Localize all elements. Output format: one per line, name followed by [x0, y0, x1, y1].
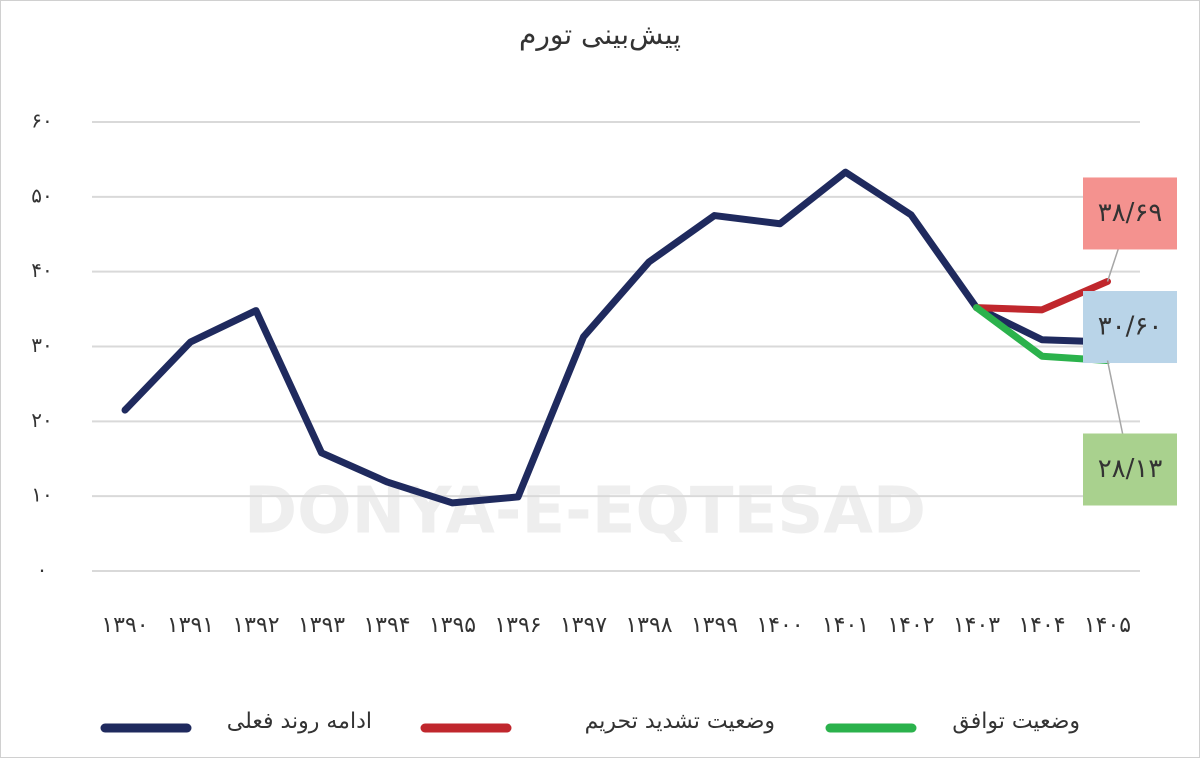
legend-label: ادامه روند فعلی — [227, 709, 372, 734]
y-tick-label: ۴۰ — [31, 258, 52, 282]
x-tick-label: ۱۳۹۶ — [494, 613, 541, 638]
x-tick-label: ۱۳۹۵ — [429, 613, 476, 638]
watermark: DONYA-E-EQTESAD — [244, 475, 926, 549]
x-tick-label: ۱۳۹۳ — [298, 613, 345, 638]
legend-label: وضعیت توافق — [952, 709, 1080, 734]
y-tick-label: ۱۰ — [31, 483, 52, 507]
x-tick-label: ۱۳۹۴ — [363, 613, 410, 638]
data-label-box — [1083, 433, 1177, 506]
x-tick-label: ۱۴۰۰ — [756, 613, 803, 638]
series-line — [121, 168, 1111, 507]
x-tick-label: ۱۴۰۳ — [953, 613, 1000, 638]
y-tick-label: ۰ — [37, 558, 48, 582]
y-tick-label: ۵۰ — [31, 183, 52, 207]
data-label: ۳۰/۶۰ — [1098, 312, 1163, 342]
x-tick-label: ۱۳۹۱ — [167, 613, 214, 638]
data-label: ۳۸/۶۹ — [1098, 198, 1163, 228]
x-tick-label: ۱۴۰۲ — [887, 613, 934, 638]
y-tick-label: ۳۰ — [31, 333, 52, 357]
y-tick-label: ۲۰ — [31, 408, 52, 432]
legend-label: وضعیت تشدید تحریم — [585, 709, 775, 734]
series-line — [973, 277, 1111, 314]
x-tick-label: ۱۳۹۰ — [101, 613, 148, 638]
x-tick-label: ۱۳۹۷ — [560, 613, 607, 638]
x-tick-label: ۱۳۹۲ — [232, 613, 279, 638]
x-tick-label: ۱۴۰۴ — [1018, 613, 1065, 638]
data-label-box — [1083, 291, 1177, 364]
x-tick-label: ۱۴۰۵ — [1084, 613, 1131, 638]
x-tick-label: ۱۴۰۱ — [822, 613, 869, 638]
data-label: ۲۸/۱۳ — [1098, 454, 1163, 484]
chart-title: پیش‌بینی تورم — [519, 18, 681, 51]
x-tick-label: ۱۳۹۹ — [691, 613, 738, 638]
x-tick-label: ۱۳۹۸ — [625, 613, 672, 638]
data-label-box — [1083, 177, 1177, 250]
y-tick-label: ۶۰ — [31, 109, 52, 133]
